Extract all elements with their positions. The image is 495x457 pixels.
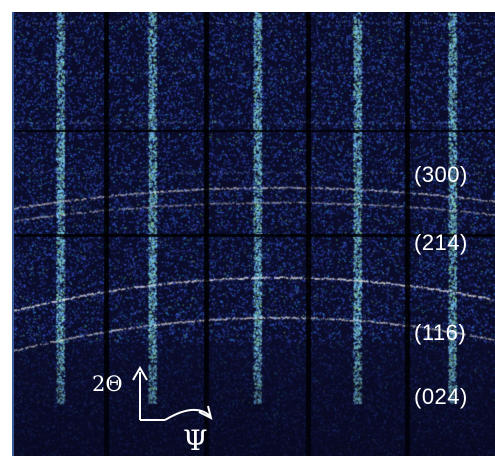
psi-label: Ψ	[183, 424, 208, 457]
two-theta-label: 2Θ	[92, 372, 123, 396]
reflection-label-300: (300)	[414, 162, 468, 187]
diffraction-image	[12, 12, 495, 456]
reflection-label-116: (116)	[414, 320, 467, 345]
reflection-label-214: (214)	[414, 230, 468, 255]
image-left-edge	[12, 12, 14, 456]
detector-pattern	[12, 12, 495, 456]
reflection-label-024: (024)	[414, 384, 468, 409]
